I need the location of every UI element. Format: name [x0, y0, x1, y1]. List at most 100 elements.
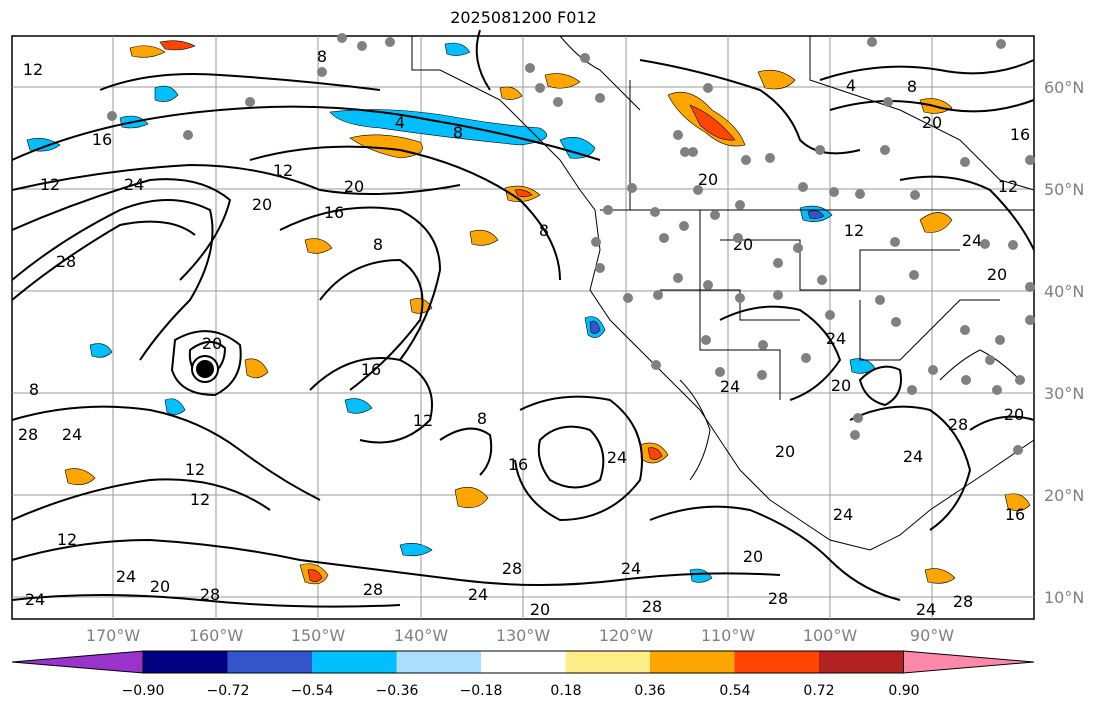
graticule [12, 36, 1034, 619]
latitude-label: 60°N [1044, 78, 1085, 97]
contour-labels: 12 4 8 12 20 24 12 16 20 28 8 8 20 4 8 2… [18, 47, 1030, 619]
longitude-label: 170°W [85, 626, 141, 645]
contour-label: 20 [530, 600, 550, 619]
contour-label: 12 [23, 60, 43, 79]
contour-label: 28 [363, 580, 383, 599]
contour-label: 28 [642, 597, 662, 616]
station-markers [107, 33, 1035, 455]
contour-label: 28 [200, 585, 220, 604]
colorbar-segment [565, 651, 650, 673]
latitude-label: 20°N [1044, 486, 1085, 505]
longitude-label: 150°W [290, 626, 346, 645]
longitude-label: 100°W [802, 626, 858, 645]
contour-label: 12 [185, 460, 205, 479]
contour-label: 24 [833, 505, 853, 524]
shade-cyan [329, 109, 547, 146]
contour-label: 20 [775, 442, 795, 461]
colorbar-segments [11, 650, 1035, 674]
shade-cyan [164, 398, 186, 415]
contour-label: 20 [698, 170, 718, 189]
colorbar-tick-label: 0.90 [888, 683, 920, 699]
shade-orange [924, 568, 956, 584]
colorbar-segment [227, 651, 312, 673]
contour-label: 24 [621, 559, 641, 578]
shade-cyan [559, 137, 596, 159]
shade-blue [589, 320, 601, 334]
colorbar-extension-high [903, 650, 1035, 674]
colorbar-tick-label: −0.90 [121, 683, 165, 699]
shade-cyan [344, 398, 373, 414]
contour-label: 8 [453, 123, 463, 142]
shade-cyan [26, 138, 61, 152]
contour-label: 24 [468, 585, 488, 604]
contour-label: 20 [831, 376, 851, 395]
contour-label: 4 [846, 76, 856, 95]
contour-label: 8 [477, 409, 487, 428]
colorbar-tick-label: 0.36 [634, 683, 666, 699]
latitude-label: 10°N [1044, 588, 1085, 607]
colorbar-segment [481, 651, 566, 673]
contour-label: 16 [324, 203, 344, 222]
longitude-label: 140°W [393, 626, 449, 645]
contour-label: 20 [202, 334, 222, 353]
longitude-label: 110°W [700, 626, 756, 645]
contour-label: 4 [395, 113, 405, 132]
contour-label: 24 [116, 567, 136, 586]
contour-label: 20 [1004, 405, 1024, 424]
shade-orange [304, 238, 333, 254]
shade-cyan [689, 568, 713, 583]
colorbar-tick-label: −0.18 [459, 683, 503, 699]
colorbar-tick-label: −0.36 [375, 683, 419, 699]
contour-label: 20 [743, 547, 763, 566]
colorbar-segment [396, 651, 481, 673]
latitude-label: 50°N [1044, 180, 1085, 199]
shade-orange [499, 86, 523, 100]
longitude-label: 160°W [188, 626, 244, 645]
contour-label: 12 [273, 161, 293, 180]
contour-label: 16 [508, 455, 528, 474]
shade-red [647, 447, 663, 460]
shade-red [514, 189, 533, 198]
contour-label: 16 [361, 360, 381, 379]
shade-orange [544, 73, 581, 89]
contour-label: 16 [1010, 125, 1030, 144]
contour-label: 28 [502, 559, 522, 578]
contour-label: 12 [190, 490, 210, 509]
colorbar-tick-label: 0.18 [550, 683, 582, 699]
contour-label: 12 [413, 411, 433, 430]
colorbar-segment [819, 651, 904, 673]
contour-label: 24 [607, 448, 627, 467]
contour-label: 28 [768, 589, 788, 608]
contour-label: 20 [344, 177, 364, 196]
contour-lines [11, 29, 1035, 608]
contour-label: 24 [903, 447, 923, 466]
shade-cyan [849, 358, 876, 374]
contour-label: 20 [252, 195, 272, 214]
shade-cyan [154, 85, 179, 102]
contour-label: 8 [373, 235, 383, 254]
shade-red [689, 104, 736, 141]
contour-label: 12 [57, 530, 77, 549]
shade-red [159, 40, 196, 51]
contour-label: 12 [40, 175, 60, 194]
contour-label: 24 [916, 600, 936, 619]
contour-label: 12 [844, 221, 864, 240]
contour-label: 24 [25, 590, 45, 609]
shade-orange [64, 468, 96, 485]
longitude-label: 130°W [495, 626, 551, 645]
contour-label: 20 [922, 113, 942, 132]
colorbar-tick-label: −0.72 [206, 683, 250, 699]
contour-label: 24 [826, 329, 846, 348]
contour-label: 24 [62, 425, 82, 444]
contour-label: 24 [720, 377, 740, 396]
map-title: 2025081200 F012 [450, 8, 597, 27]
contour-label: 12 [998, 177, 1018, 196]
low-center-marker [191, 355, 219, 383]
colorbar [11, 650, 1035, 674]
contour-label: 24 [962, 231, 982, 250]
latitude-label: 40°N [1044, 282, 1085, 301]
longitude-label: 90°W [909, 626, 955, 645]
contour-label: 8 [29, 380, 39, 399]
contour-label: 20 [150, 577, 170, 596]
latitude-label: 30°N [1044, 384, 1085, 403]
